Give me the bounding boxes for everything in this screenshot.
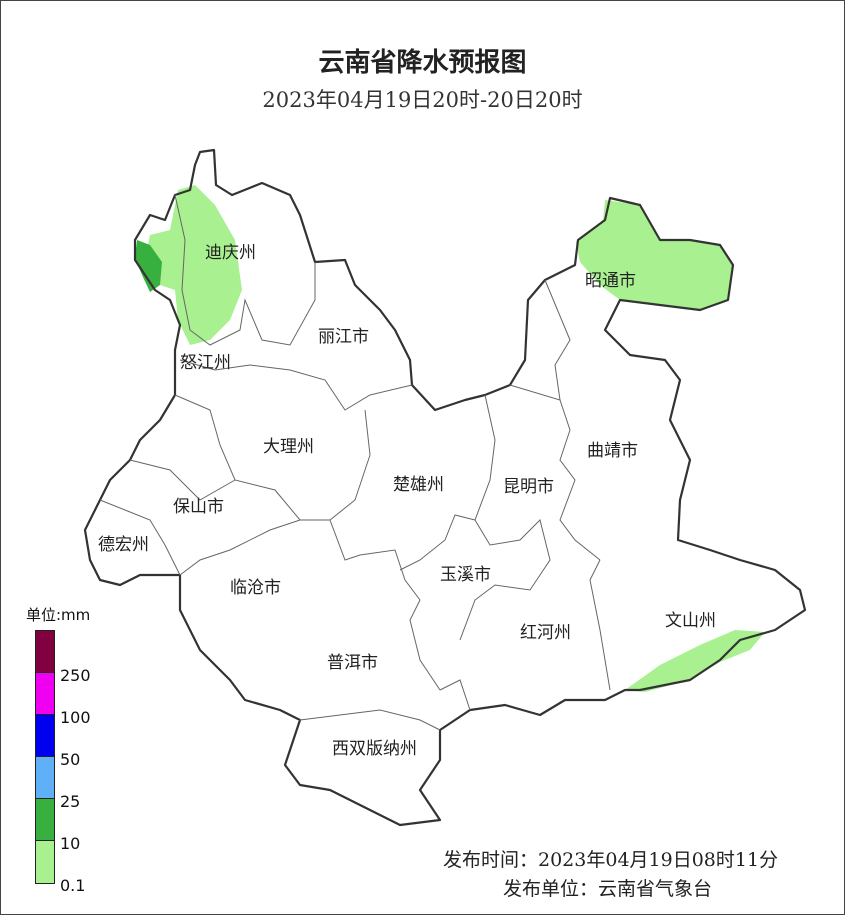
issue-time: 发布时间：2023年04月19日08时11分 (443, 849, 779, 871)
region-label: 普洱市 (327, 653, 378, 673)
region-label: 德宏州 (98, 535, 149, 555)
map-title: 云南省降水预报图 (318, 48, 527, 78)
region-label: 玉溪市 (440, 565, 491, 585)
region-label: 保山市 (173, 497, 224, 517)
legend-swatch (36, 757, 54, 799)
legend-label: 10 (60, 834, 81, 853)
region-label: 怒江州 (180, 353, 231, 373)
region-label: 昭通市 (585, 271, 636, 291)
region-label: 红河州 (520, 623, 571, 643)
rain-area-wenshan (625, 630, 765, 692)
region-label: 曲靖市 (587, 441, 638, 461)
region-label: 昆明市 (503, 477, 554, 497)
rain-area-nujiang-heavy (135, 240, 162, 292)
legend-label: 100 (60, 708, 91, 727)
region-label: 迪庆州 (205, 243, 256, 263)
legend-label: 250 (60, 666, 91, 685)
legend-label: 25 (60, 792, 81, 811)
region-label: 西双版纳州 (332, 739, 417, 759)
region-label: 丽江市 (318, 327, 369, 347)
region-label: 文山州 (665, 611, 716, 631)
rain-area-zhaotong (576, 200, 733, 310)
legend-unit: 单位:mm (26, 606, 91, 624)
region-label: 楚雄州 (393, 475, 444, 495)
legend-label: 50 (60, 750, 81, 769)
legend-label: 0.1 (60, 876, 86, 895)
region-label: 临沧市 (230, 578, 281, 598)
legend-colorbar (35, 630, 55, 884)
rain-area-diqing (145, 185, 242, 345)
map-subtitle: 2023年04月19日20时-20日20时 (262, 88, 583, 112)
legend-swatch (36, 799, 54, 841)
legend-swatch (36, 673, 54, 715)
legend-swatch (36, 841, 54, 883)
prefecture-boundaries (99, 194, 611, 731)
region-label: 大理州 (263, 437, 314, 457)
legend-swatch (36, 715, 54, 757)
legend-swatch (36, 631, 54, 673)
issuing-unit: 发布单位：云南省气象台 (503, 878, 713, 900)
